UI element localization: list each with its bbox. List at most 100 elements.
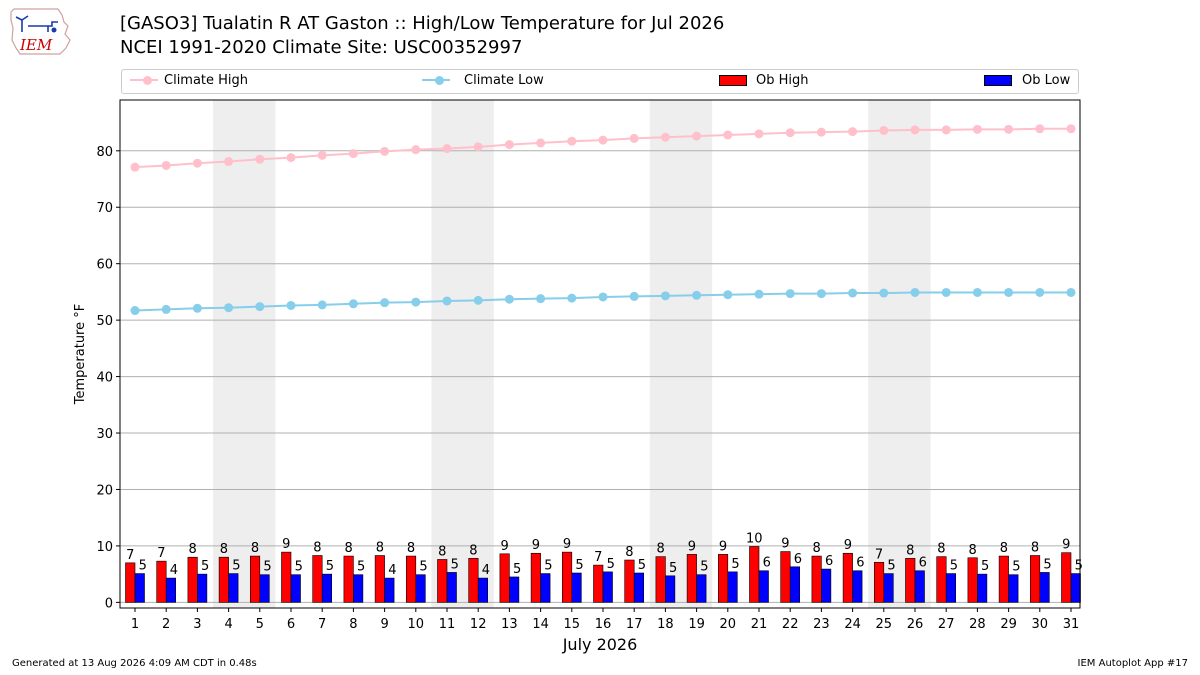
- ob-low-label: 5: [607, 557, 615, 572]
- ob-high-bar: [967, 557, 978, 603]
- ob-high-label: 7: [157, 546, 165, 561]
- ob-high-swatch-icon: [719, 75, 747, 86]
- y-tick-label: 0: [105, 596, 113, 611]
- x-tick-label: 19: [688, 617, 705, 632]
- ob-high-bar: [250, 555, 261, 603]
- ob-low-bar: [789, 566, 801, 603]
- legend-item-climate-high: Climate High: [130, 73, 249, 88]
- ob-low-bar: [945, 573, 957, 603]
- weekend-band: [213, 100, 276, 608]
- climate-low-point: [442, 296, 452, 306]
- ob-low-label: 5: [638, 558, 646, 573]
- ob-high-label: 8: [438, 544, 446, 559]
- ob-high-label: 9: [781, 537, 789, 552]
- ob-high-bar: [561, 551, 573, 603]
- ob-high-bar: [499, 553, 510, 603]
- ob-high-label: 8: [189, 542, 197, 557]
- ob-high-bar: [593, 564, 604, 603]
- y-tick-label: 80: [96, 145, 113, 160]
- climate-high-point: [972, 124, 982, 134]
- ob-low-bar: [1008, 574, 1019, 603]
- climate-low-point: [473, 295, 483, 305]
- ob-high-label: 8: [625, 545, 633, 560]
- climate-high-point: [536, 138, 546, 148]
- climate-high-point: [255, 154, 265, 164]
- y-tick-label: 50: [96, 314, 113, 329]
- legend-item-ob-high: Ob High: [719, 73, 809, 88]
- ob-high-bar: [405, 555, 417, 603]
- climate-low-point: [255, 302, 265, 312]
- iem-logo: IEM: [10, 8, 71, 55]
- ob-low-label: 5: [950, 559, 958, 574]
- ob-high-label: 9: [844, 538, 852, 553]
- ob-low-bar: [821, 568, 832, 603]
- climate-high-point: [504, 140, 514, 150]
- climate-low-point: [567, 293, 577, 303]
- x-tick-label: 29: [1000, 617, 1017, 632]
- climate-high-point: [941, 125, 951, 135]
- climate-high-point: [723, 130, 733, 140]
- ob-high-bar: [936, 556, 947, 603]
- x-tick-label: 2: [162, 617, 170, 632]
- ob-high-label: 9: [1062, 538, 1070, 553]
- ob-high-bar: [1061, 552, 1072, 603]
- ob-low-label: 4: [170, 563, 178, 578]
- x-tick-label: 12: [470, 617, 487, 632]
- ob-high-bar: [281, 551, 292, 603]
- climate-low-point: [785, 289, 795, 299]
- ob-low-label: 5: [731, 557, 739, 572]
- ob-high-label: 9: [282, 537, 290, 552]
- ob-low-label: 5: [139, 559, 147, 574]
- x-tick-label: 17: [626, 617, 643, 632]
- ob-high-bar: [437, 559, 448, 603]
- ob-high-bar: [717, 554, 729, 603]
- climate-high-point: [754, 129, 764, 139]
- climate-low-point: [411, 297, 421, 307]
- ob-low-label: 5: [669, 561, 677, 576]
- ob-high-label: 8: [469, 543, 477, 558]
- legend-label-ob-high: Ob High: [756, 73, 809, 88]
- climate-low-point: [941, 287, 951, 297]
- logo-text: IEM: [19, 36, 53, 54]
- climate-low-point: [754, 289, 764, 299]
- footer-app-text: IEM Autoplot App #17: [1077, 658, 1188, 669]
- ob-high-label: 8: [906, 543, 914, 558]
- legend-label-climate-high: Climate High: [164, 73, 249, 88]
- ob-high-label: 9: [532, 538, 540, 553]
- ob-low-bar: [477, 577, 489, 603]
- x-tick-label: 1: [131, 617, 139, 632]
- x-tick-label: 16: [595, 617, 612, 632]
- climate-high-point: [442, 144, 452, 154]
- ob-high-label: 8: [220, 542, 228, 557]
- x-tick-label: 5: [256, 617, 264, 632]
- legend-item-ob-low: Ob Low: [984, 73, 1070, 88]
- climate-low-point: [348, 299, 358, 309]
- climate-low-point: [161, 304, 171, 314]
- ob-low-bar: [197, 573, 208, 603]
- ob-high-label: 8: [376, 541, 384, 556]
- climate-low-point: [692, 290, 702, 300]
- ob-high-label: 9: [501, 539, 509, 554]
- climate-low-point: [130, 306, 140, 316]
- ob-low-label: 6: [794, 552, 802, 567]
- ob-high-label: 10: [746, 531, 763, 546]
- climate-low-point: [972, 287, 982, 297]
- ob-low-bar: [446, 572, 457, 603]
- x-tick-label: 30: [1032, 617, 1049, 632]
- ob-low-label: 5: [700, 560, 708, 575]
- ob-low-bar: [415, 574, 426, 603]
- climate-high-point: [130, 162, 140, 172]
- ob-low-bar: [571, 572, 582, 603]
- x-tick-label: 11: [439, 617, 456, 632]
- climate-high-point: [317, 150, 327, 160]
- x-tick-label: 28: [969, 617, 986, 632]
- x-tick-label: 10: [408, 617, 425, 632]
- climate-high-point: [910, 125, 920, 135]
- ob-high-bar: [125, 562, 136, 603]
- x-tick-label: 20: [720, 617, 737, 632]
- climate-low-point: [598, 292, 608, 302]
- x-tick-label: 23: [813, 617, 830, 632]
- ob-low-label: 5: [326, 559, 334, 574]
- ob-low-label: 5: [295, 560, 303, 575]
- climate-low-point: [723, 290, 733, 300]
